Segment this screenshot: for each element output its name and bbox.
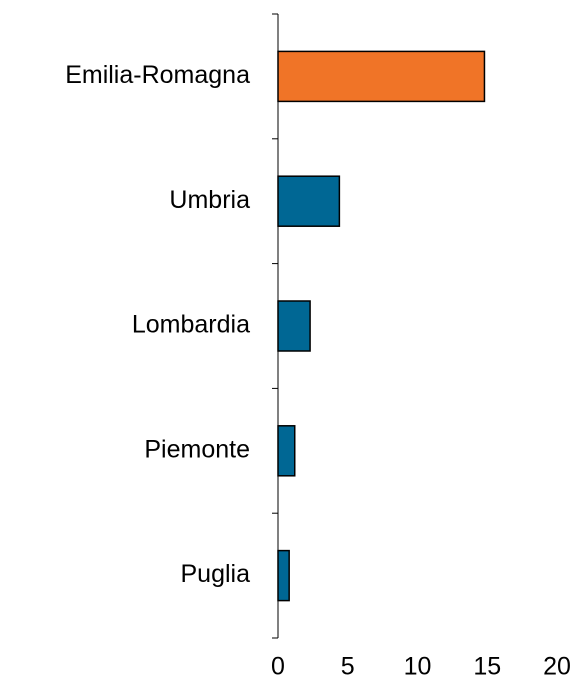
x-tick-label: 20 xyxy=(543,653,571,681)
y-tick-label: Emilia-Romagna xyxy=(65,61,250,89)
x-tick-label: 15 xyxy=(473,653,501,681)
bar xyxy=(277,549,290,602)
bar xyxy=(277,50,486,103)
y-tick-label: Umbria xyxy=(169,186,250,214)
x-tick-label: 0 xyxy=(271,653,285,681)
x-tick-label: 5 xyxy=(341,653,355,681)
bar xyxy=(277,175,341,227)
y-tick-label: Puglia xyxy=(181,560,251,588)
y-tick-label: Lombardia xyxy=(132,311,250,339)
bar xyxy=(277,425,296,477)
bar xyxy=(277,300,311,352)
y-tick-label: Piemonte xyxy=(144,435,250,463)
x-tick-label: 10 xyxy=(404,653,432,681)
